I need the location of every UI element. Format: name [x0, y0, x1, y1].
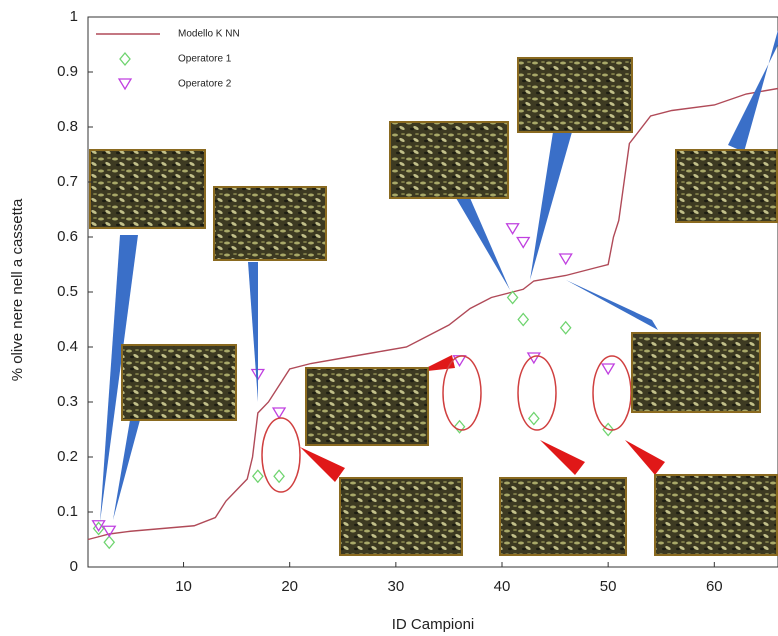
y-tick-label: 1 — [70, 8, 78, 25]
photo — [390, 122, 508, 198]
x-tick-label: 20 — [281, 578, 298, 595]
y-tick-label: 0.8 — [57, 118, 78, 135]
y-tick-label: 0.7 — [57, 173, 78, 190]
x-tick-label: 40 — [494, 578, 511, 595]
photo — [655, 475, 777, 555]
x-tick-label: 10 — [175, 578, 192, 595]
y-axis-label: % olive nere nell a cassetta — [9, 198, 26, 381]
photo — [214, 187, 326, 260]
photo — [632, 333, 760, 412]
legend-label: Operatore 2 — [178, 79, 232, 90]
y-tick-label: 0.3 — [57, 393, 78, 410]
photo — [500, 478, 626, 555]
legend-label: Operatore 1 — [178, 54, 232, 65]
photo — [122, 345, 236, 420]
x-tick-label: 60 — [706, 578, 723, 595]
photo — [518, 58, 632, 132]
chart: Modello K NN Operatore 1 Operatore 2 ID Ca… — [0, 0, 778, 636]
y-tick-label: 0.2 — [57, 448, 78, 465]
y-tick-label: 0 — [70, 558, 78, 575]
photo — [306, 368, 428, 445]
photo — [340, 478, 462, 555]
x-tick-label: 50 — [600, 578, 617, 595]
y-tick-label: 0.4 — [57, 338, 78, 355]
legend-label: Modello K NN — [178, 29, 240, 40]
y-tick-label: 0.9 — [57, 63, 78, 80]
photo — [90, 150, 205, 228]
y-tick-label: 0.1 — [57, 503, 78, 520]
x-tick-label: 30 — [388, 578, 405, 595]
photo — [676, 150, 777, 222]
y-tick-label: 0.6 — [57, 228, 78, 245]
y-tick-label: 0.5 — [57, 283, 78, 300]
x-axis-label: ID Campioni — [392, 616, 475, 633]
